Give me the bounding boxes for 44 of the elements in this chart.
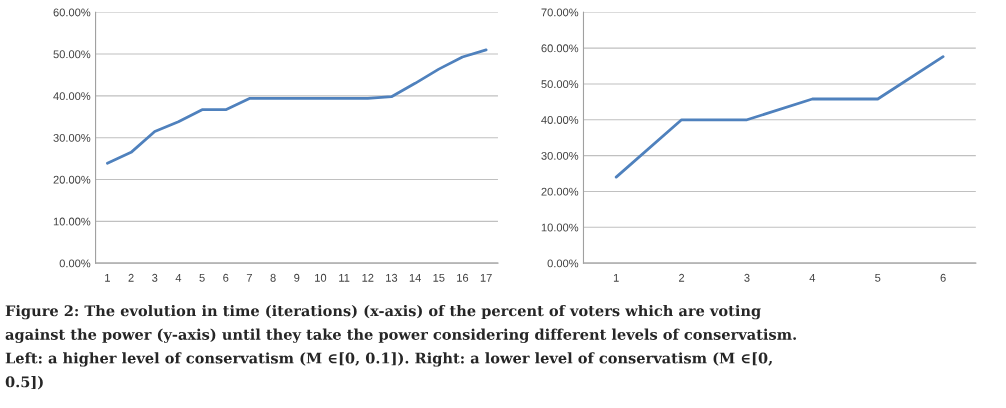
x-tick-label: 1: [105, 273, 110, 282]
x-tick-label: 8: [270, 273, 276, 282]
x-tick-label: 6: [940, 273, 946, 282]
line-series: [106, 48, 488, 165]
y-tick-label: 20.00%: [53, 175, 91, 184]
y-tick-label: 50.00%: [541, 80, 579, 89]
y-tick-label: 40.00%: [53, 92, 91, 101]
caption: Figure 2: The evolution in time (iterations) (x-axis) of the percent of voters which are voting: [5, 304, 761, 320]
line-series: [614, 55, 945, 179]
x-tick-label: 10: [315, 273, 327, 282]
y-tick-label: 0.00%: [59, 259, 91, 268]
x-tick-label: 6: [223, 273, 229, 282]
y-tick-label: 0.00%: [547, 259, 579, 268]
x-tick-label: 1: [613, 273, 619, 282]
y-tick-label: 40.00%: [541, 116, 579, 124]
y-tick-label: 30.00%: [541, 151, 579, 160]
y-tick-label: 70.00%: [541, 8, 579, 17]
y-tick-label: 30.00%: [53, 133, 91, 142]
text: against the power (y-axis) until they take the power considering different levels of conservatism.: [5, 328, 796, 343]
text: 0.5]): [5, 376, 43, 390]
x-tick-label: 13: [386, 273, 398, 282]
text: Left: a higher level of conservatism (M ∈[0, 0.1]). Right: a lower level of conservatism (M ∈[0,: [5, 352, 772, 367]
x-tick-label: 3: [744, 273, 750, 282]
x-tick-label: 14: [409, 273, 421, 282]
y-tick-label: 50.00%: [53, 50, 91, 59]
x-tick-label: 2: [679, 273, 685, 282]
y-tick-label: 20.00%: [541, 187, 579, 196]
x-tick-label: 5: [199, 273, 205, 282]
x-tick-label: 7: [246, 273, 252, 282]
x-tick-label: 11: [339, 273, 350, 282]
y-tick-label: 10.00%: [541, 223, 579, 232]
x-tick-label: 5: [875, 273, 881, 282]
x-tick-label: 15: [433, 273, 445, 282]
x-tick-label: 17: [480, 273, 492, 282]
y-tick-label: 60.00%: [53, 8, 91, 17]
x-tick-label: 9: [294, 273, 300, 282]
x-tick-label: 12: [362, 273, 374, 282]
y-tick-label: 10.00%: [53, 217, 91, 226]
x-tick-label: 2: [128, 273, 134, 282]
x-tick-label: 4: [809, 273, 816, 282]
x-tick-label: 16: [457, 273, 469, 282]
x-tick-label: 4: [175, 273, 182, 282]
x-tick-label: 3: [152, 273, 158, 282]
y-tick-label: 60.00%: [541, 44, 579, 53]
